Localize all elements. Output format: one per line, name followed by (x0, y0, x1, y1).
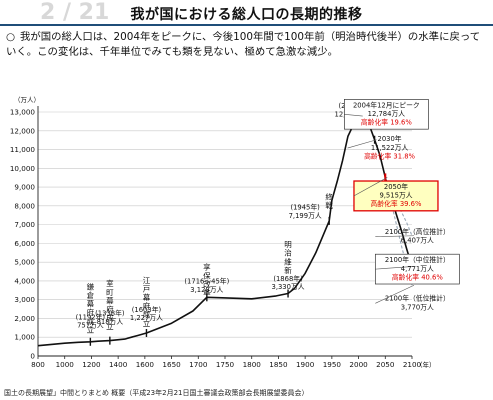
x-tick-label: 1800 (243, 360, 262, 369)
x-tick-label: 1650 (162, 360, 181, 369)
x-tick-label: 1600 (136, 360, 155, 369)
x-tick-label: 1900 (296, 360, 315, 369)
x-tick-label: 2100 (403, 360, 422, 369)
point-label: (1868年) 3,330万人 (272, 274, 305, 291)
y-unit-label: （万人） (14, 96, 40, 104)
summary-text: 我が国の総人口は、2004年をピークに、今後100年間で100年前（明治時代後半… (6, 31, 481, 58)
population-chart: 0 1,000 2,000 3,000 4,000 5,000 6,000 7,000 8,00… (10, 96, 460, 369)
y-tick-label: 8,000 (14, 201, 35, 210)
y-tick-label: 7,000 (14, 220, 35, 229)
event-label: 江戸幕府成立 (143, 276, 151, 328)
callout-label: 2030年 11,522万人高齢化率 31.8% (364, 134, 415, 160)
x-tick-label: 1750 (216, 360, 235, 369)
y-tick-label: 1,000 (14, 333, 35, 342)
y-tick-label: 13,000 (10, 108, 36, 117)
bullet-mark: ○ (6, 31, 16, 43)
x-unit-label: （年） (416, 360, 436, 369)
x-tick-label: 2050 (376, 360, 395, 369)
callout-leader (375, 284, 415, 304)
callout-label: 2100年（低位推計） 3,770万人 (385, 294, 450, 312)
callout-box (374, 253, 460, 285)
page-title: 我が国における総人口の長期的推移 (130, 7, 363, 23)
y-tick-label: 2,000 (14, 314, 35, 323)
callout-label: 2004年12月にピーク 12,784万人高齢化率 19.6% (353, 100, 420, 126)
source-footer: 国土の長期展望」中間とりまとめ 概要（平成23年2月21日国土審議会政策部会長期… (4, 389, 309, 397)
event-label: 享保改革 (203, 262, 211, 298)
x-tick-label: 800 (31, 360, 45, 369)
y-tick-label: 6,000 (14, 239, 35, 248)
callout-box (353, 180, 439, 212)
event-label: 明治維新 (284, 240, 292, 275)
callout-leader (344, 113, 363, 117)
event-label: 室町幕府成立 (106, 278, 114, 331)
event-label: 鎌倉幕府成立 (87, 281, 95, 334)
x-tick-label: 1700 (189, 360, 208, 369)
y-tick-label: 11,000 (10, 145, 36, 154)
callout-box (344, 99, 429, 130)
x-tick-label: 1400 (109, 360, 128, 369)
x-tick-label: 1000 (56, 360, 75, 369)
y-tick-label: 10,000 (10, 164, 36, 173)
callout-label: 2100年（高位推計） 6,407万人 (385, 227, 450, 245)
slide-number: 2 / 21 (40, 0, 110, 25)
callout-leader (375, 266, 415, 270)
y-tick-label: 5,000 (14, 258, 35, 267)
event-label: 終戦 (325, 191, 333, 210)
callout-leader (347, 139, 377, 149)
x-tick-label: 1850 (269, 360, 288, 369)
summary-bullet: ○ 我が国の総人口は、2004年をピークに、今後100年間で100年前（明治時代後… (6, 30, 488, 60)
point-label: (1716～45年) 3,128万人 (184, 277, 229, 294)
x-tick-label: 2000 (349, 360, 368, 369)
y-tick-label: 0 (30, 352, 35, 361)
title-divider (0, 24, 493, 26)
series-line-historical (37, 115, 362, 347)
x-tick-label: 1200 (82, 360, 101, 369)
point-label: (1603年) 1,227万人 (130, 305, 163, 322)
callout-label: 2050年 9,515万人高齢化率 39.6% (370, 182, 421, 208)
callout-leader (375, 235, 415, 237)
y-tick-label: 3,000 (14, 295, 35, 304)
y-tick-label: 4,000 (14, 276, 35, 285)
point-label: (1945年) 7,199万人 (289, 203, 322, 220)
callout-leader (353, 177, 388, 197)
point-label: (1192年) 757万人 (76, 312, 106, 329)
y-tick-label: 12,000 (10, 126, 36, 135)
y-tick-label: 9,000 (14, 183, 35, 192)
callout-label: 2100年（中位推計） 4,771万人高齢化率 40.6% (385, 255, 450, 281)
x-tick-label: 1950 (323, 360, 342, 369)
point-label: (1338年) 818万人 (95, 309, 125, 326)
